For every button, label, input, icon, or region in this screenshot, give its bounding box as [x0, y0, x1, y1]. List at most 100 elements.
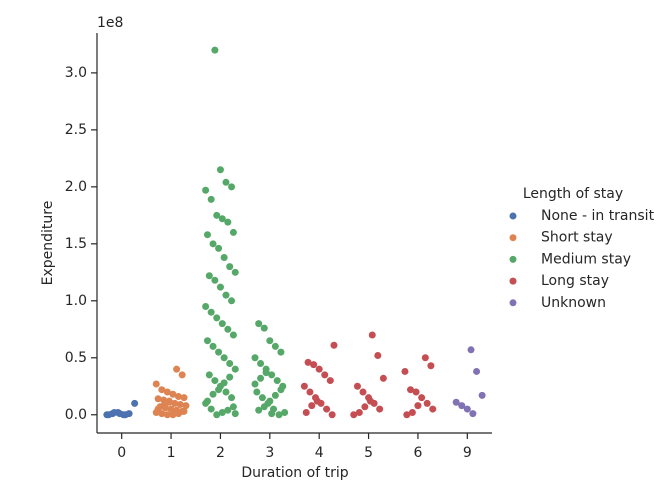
legend-label: Medium stay	[541, 251, 631, 267]
point	[205, 272, 213, 280]
point	[268, 410, 276, 418]
point	[366, 397, 374, 405]
point	[154, 395, 162, 403]
point	[218, 320, 226, 328]
point	[203, 397, 211, 405]
point	[215, 348, 223, 356]
point	[169, 390, 177, 398]
point	[328, 411, 336, 419]
point	[266, 337, 274, 345]
point	[226, 359, 234, 367]
point	[202, 303, 210, 311]
y-tick-label: 1.5	[65, 236, 87, 252]
point	[478, 391, 486, 399]
point	[207, 405, 215, 413]
y-tick-label: 0.5	[65, 350, 87, 366]
legend-marker	[509, 234, 517, 242]
legend-marker	[509, 299, 517, 307]
point	[228, 394, 236, 402]
point	[231, 365, 239, 373]
point	[158, 386, 166, 394]
point	[407, 386, 415, 394]
point	[359, 388, 367, 396]
point	[266, 397, 274, 405]
point	[180, 394, 188, 402]
point	[169, 411, 177, 419]
y-tick-label: 3.0	[65, 65, 87, 81]
point	[273, 377, 281, 385]
point	[271, 342, 279, 350]
point	[368, 331, 376, 339]
point	[218, 215, 226, 223]
point	[220, 379, 228, 387]
point	[401, 367, 409, 375]
point	[258, 394, 266, 402]
legend-marker	[509, 212, 517, 220]
point	[306, 388, 314, 396]
point	[174, 393, 182, 401]
point	[355, 408, 363, 416]
point	[105, 411, 113, 419]
point	[260, 403, 268, 411]
y-offset-label: 1e8	[97, 15, 123, 31]
y-tick-label: 1.0	[65, 293, 87, 309]
point	[211, 46, 219, 54]
point	[218, 408, 226, 416]
point	[226, 263, 234, 271]
point	[229, 228, 237, 236]
point	[220, 354, 228, 362]
point	[205, 371, 213, 379]
y-axis-label: Expenditure	[40, 201, 56, 286]
point	[173, 365, 181, 373]
point	[121, 411, 129, 419]
point	[277, 348, 285, 356]
point	[182, 402, 190, 410]
point	[211, 377, 219, 385]
x-tick-label: 6	[413, 445, 422, 461]
point	[469, 410, 477, 418]
point	[302, 408, 310, 416]
point	[216, 283, 224, 291]
y-tick-label: 0.0	[65, 407, 87, 423]
y-tick-label: 2.5	[65, 122, 87, 138]
point	[323, 405, 331, 413]
point	[209, 240, 217, 248]
point	[414, 402, 422, 410]
point	[271, 391, 279, 399]
point	[275, 411, 283, 419]
point	[257, 374, 265, 382]
point	[277, 386, 285, 394]
point	[167, 405, 175, 413]
point	[418, 394, 426, 402]
point	[160, 402, 168, 410]
legend-marker	[509, 255, 517, 263]
point	[207, 195, 215, 203]
x-tick-label: 1	[167, 445, 176, 461]
point	[421, 354, 429, 362]
point	[310, 361, 318, 369]
point	[203, 231, 211, 239]
point	[458, 402, 466, 410]
point	[154, 405, 162, 413]
point	[473, 367, 481, 375]
point	[251, 380, 259, 388]
point	[251, 354, 259, 362]
legend-label: Unknown	[541, 295, 606, 311]
point	[202, 186, 210, 194]
point	[403, 411, 411, 419]
point	[255, 406, 263, 414]
point	[213, 211, 221, 219]
legend-label: Short stay	[541, 230, 613, 246]
point	[304, 358, 312, 366]
point	[326, 377, 334, 385]
legend-marker	[509, 277, 517, 285]
point	[160, 396, 168, 404]
point	[463, 405, 471, 413]
point	[203, 337, 211, 345]
point	[222, 388, 230, 396]
point	[213, 411, 221, 419]
x-tick-label: 5	[364, 445, 373, 461]
x-tick-label: 2	[216, 445, 225, 461]
point	[253, 388, 261, 396]
point	[213, 314, 221, 322]
